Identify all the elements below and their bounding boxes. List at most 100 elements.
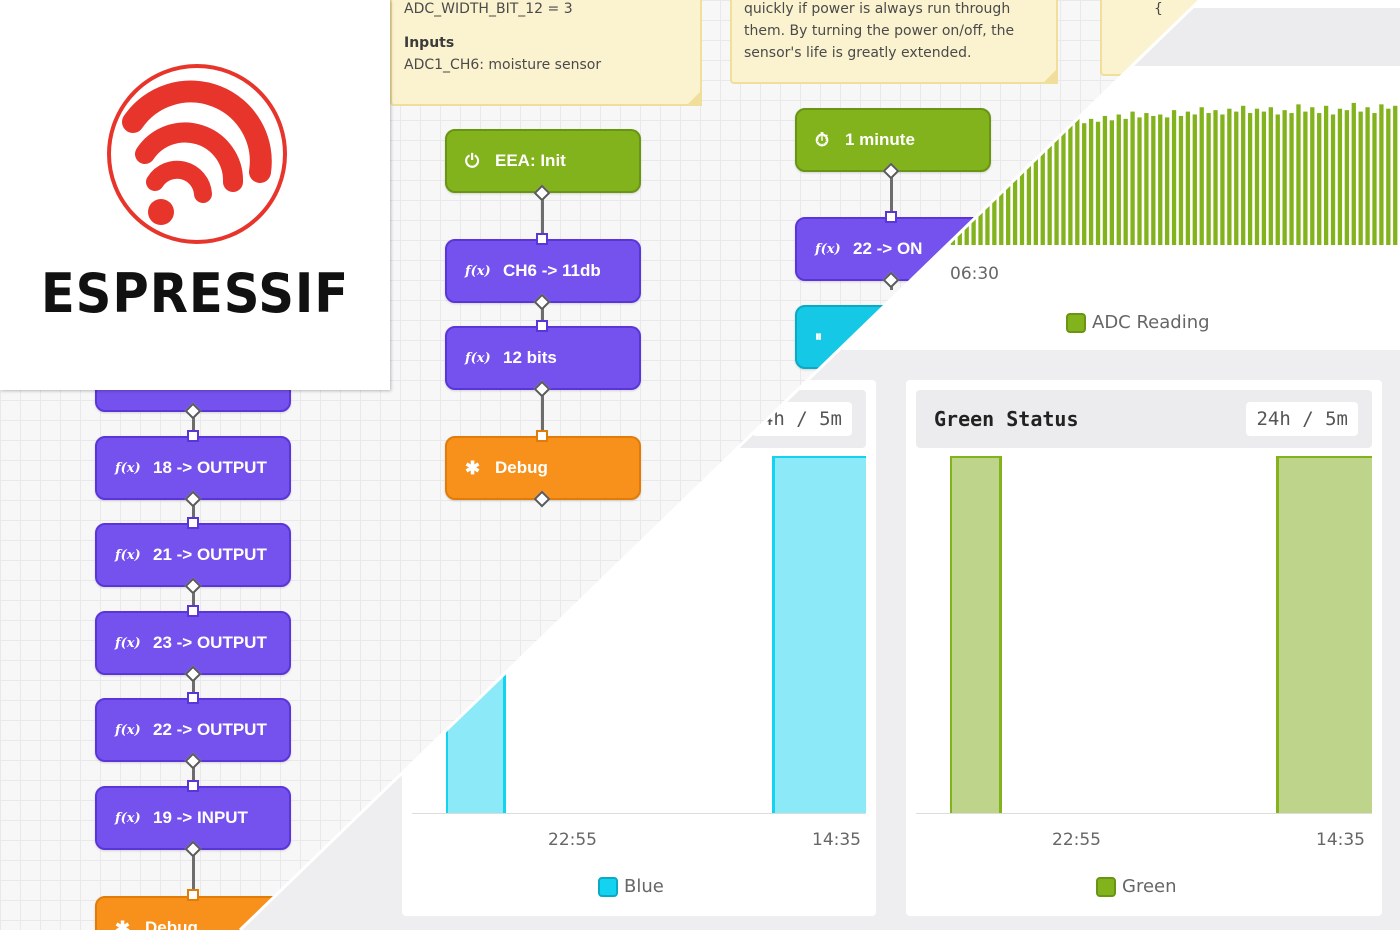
adc-bar: [1365, 107, 1370, 245]
input-port[interactable]: [187, 692, 199, 704]
function-icon: f(x): [465, 263, 491, 279]
adc-bar: [1199, 107, 1204, 245]
adc-bar: [1303, 111, 1308, 245]
adc-bar: [1047, 129, 1052, 245]
timer-trigger-node[interactable]: ⏱ 1 minute: [795, 108, 991, 172]
adc-bar: [1123, 118, 1128, 245]
adc-bar: [1393, 105, 1398, 245]
adc-bar: [1075, 117, 1080, 245]
espressif-logo-icon: [107, 64, 287, 244]
adc-bar: [1171, 110, 1177, 245]
green-status-card: Green Status 24h / 5m 22:55 14:35 Green: [906, 380, 1382, 916]
node-label: 1 minute: [845, 130, 915, 149]
function-icon: f(x): [465, 350, 491, 366]
blue-on-segment: [772, 456, 866, 813]
x-tick-label: 14:35: [1316, 830, 1365, 850]
note-line: them. By turning the power on/off, the: [744, 23, 1015, 39]
power-icon: ⏻: [465, 150, 480, 172]
adc-bar: [1151, 115, 1156, 245]
adc-bar: [1275, 114, 1280, 245]
adc-bar: [1317, 113, 1322, 245]
node-label: 22 -> ON: [853, 239, 923, 258]
chart-legend: Blue: [598, 876, 664, 897]
input-port[interactable]: [187, 780, 199, 792]
adc-bar: [1310, 107, 1315, 245]
time-range-selector[interactable]: 24h / 5m: [1246, 402, 1358, 436]
adc-bar: [1323, 105, 1329, 245]
node-label: Debug: [145, 918, 198, 930]
comment-note-inputs[interactable]: ADC_WIDTH_BIT_12 = 3 Inputs ADC1_CH6: mo…: [390, 0, 702, 106]
input-port[interactable]: [187, 517, 199, 529]
node-label: 23 -> OUTPUT: [153, 633, 267, 652]
function-node-19-input[interactable]: f(x) 19 -> INPUT: [95, 786, 291, 850]
node-label: 12 bits: [503, 348, 557, 367]
adc-bar: [1165, 117, 1170, 245]
adc-bar: [1102, 115, 1108, 245]
adc-bar: [1019, 127, 1025, 245]
adc-bar: [1337, 108, 1343, 245]
node-label: EEA: Init: [495, 151, 566, 170]
adc-bar: [1261, 111, 1267, 245]
adc-bar: [1137, 117, 1142, 245]
adc-bar: [1213, 110, 1218, 245]
adc-bar: [1372, 113, 1377, 245]
adc-bar: [1130, 111, 1135, 245]
green-on-segment: [950, 456, 1002, 813]
adc-bar: [1282, 110, 1287, 245]
adc-bar: [1082, 123, 1087, 245]
adc-bar: [1178, 115, 1184, 245]
adc-bar: [1116, 114, 1121, 245]
input-port[interactable]: [536, 233, 548, 245]
node-label: 22 -> OUTPUT: [153, 720, 267, 739]
adc-bar: [1358, 111, 1363, 245]
adc-bar: [1296, 104, 1301, 245]
comment-note-power[interactable]: quickly if power is always run through t…: [730, 0, 1058, 84]
function-node-22-output[interactable]: f(x) 22 -> OUTPUT: [95, 698, 291, 762]
adc-bar: [1220, 114, 1225, 245]
adc-bar: [1247, 113, 1253, 245]
adc-bar: [1095, 121, 1101, 245]
espressif-wordmark: ESPRESSIF: [40, 262, 350, 325]
note-heading: Inputs: [404, 35, 455, 51]
node-label: 21 -> OUTPUT: [153, 545, 267, 564]
wire: [541, 192, 544, 442]
function-icon: f(x): [115, 460, 141, 476]
function-icon: f(x): [815, 241, 841, 257]
input-port[interactable]: [187, 889, 199, 901]
input-port[interactable]: [187, 605, 199, 617]
adc-bar: [1241, 105, 1246, 245]
x-tick-label: 06:30: [950, 264, 999, 284]
function-node-23-output[interactable]: f(x) 23 -> OUTPUT: [95, 611, 291, 675]
espressif-logo-panel: ESPRESSIF: [0, 0, 390, 390]
legend-label: Blue: [624, 876, 664, 897]
input-port[interactable]: [536, 430, 548, 442]
legend-swatch: [1096, 876, 1116, 897]
adc-bar: [1040, 121, 1045, 245]
adc-bar: [1268, 107, 1273, 245]
adc-bar: [1158, 114, 1163, 245]
adc-bar: [1289, 113, 1294, 245]
adc-bar: [1109, 120, 1114, 245]
adc-bar: [1227, 108, 1232, 245]
adc-bar: [1254, 108, 1260, 245]
init-trigger-node[interactable]: ⏻ EEA: Init: [445, 129, 641, 193]
legend-swatch: [1066, 312, 1086, 333]
adc-bar: [1234, 111, 1239, 245]
adc-bar: [1026, 120, 1032, 245]
note-line: ADC_WIDTH_BIT_12 = 3: [404, 1, 573, 17]
adc-bar: [1206, 113, 1211, 245]
note-line: sensor's life is greatly extended.: [744, 45, 972, 61]
x-tick-label: 22:55: [1052, 830, 1101, 850]
input-port[interactable]: [536, 320, 548, 332]
adc-bar: [1351, 102, 1356, 245]
legend-label: ADC Reading: [1092, 312, 1210, 333]
function-icon: f(x): [115, 810, 141, 826]
input-port[interactable]: [187, 430, 199, 442]
adc-bar: [1386, 108, 1391, 245]
adc-bar: [1379, 104, 1384, 245]
adc-bar: [1068, 124, 1073, 245]
card-header: Green Status 24h / 5m: [916, 390, 1372, 448]
input-port[interactable]: [885, 211, 897, 223]
adc-bar: [1054, 123, 1059, 245]
